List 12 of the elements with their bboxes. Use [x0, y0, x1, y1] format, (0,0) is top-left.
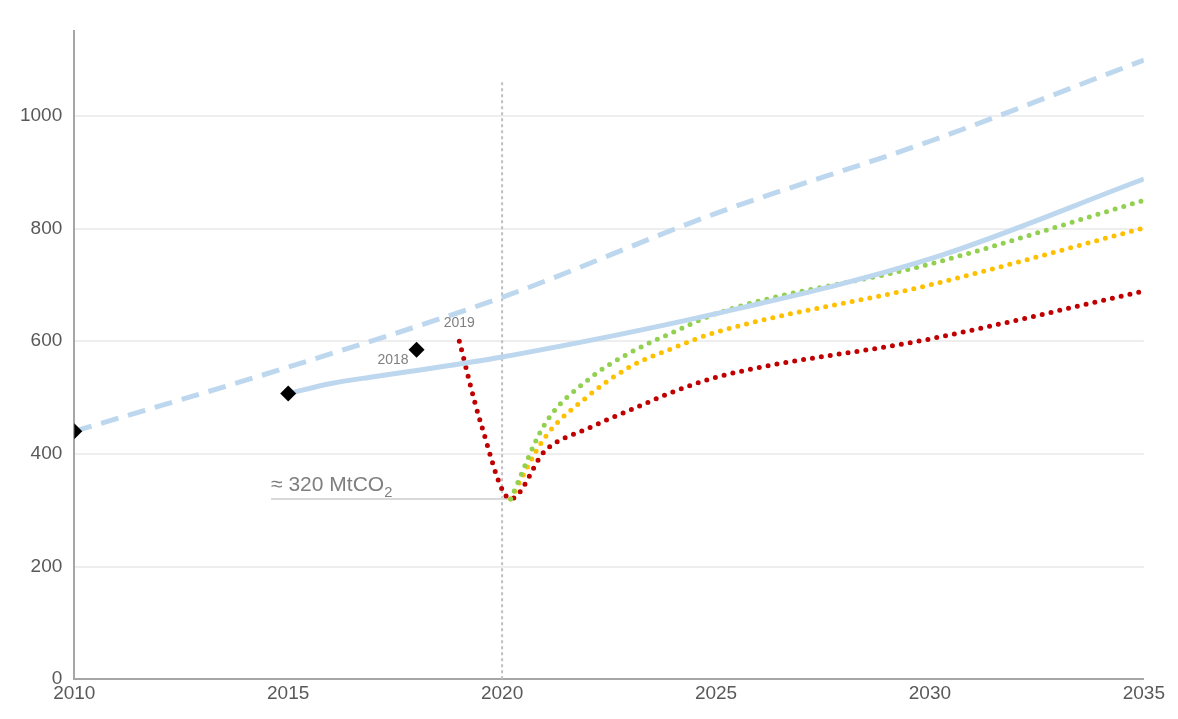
y-tick-label: 200 — [30, 554, 63, 576]
y-tick-label: 1000 — [19, 104, 63, 126]
x-tick-label: 2030 — [908, 681, 952, 703]
annotation: 2018 — [377, 350, 409, 367]
x-tick-label: 2015 — [267, 681, 310, 703]
y-tick-label: 400 — [30, 442, 63, 464]
x-tick-label: 2020 — [480, 681, 524, 703]
x-tick-label: 2025 — [694, 681, 738, 703]
y-tick-label: 800 — [30, 216, 63, 238]
x-tick-label: 2035 — [1122, 681, 1166, 703]
y-tick-label: 600 — [30, 329, 63, 351]
annotation: 2019 — [443, 314, 476, 331]
